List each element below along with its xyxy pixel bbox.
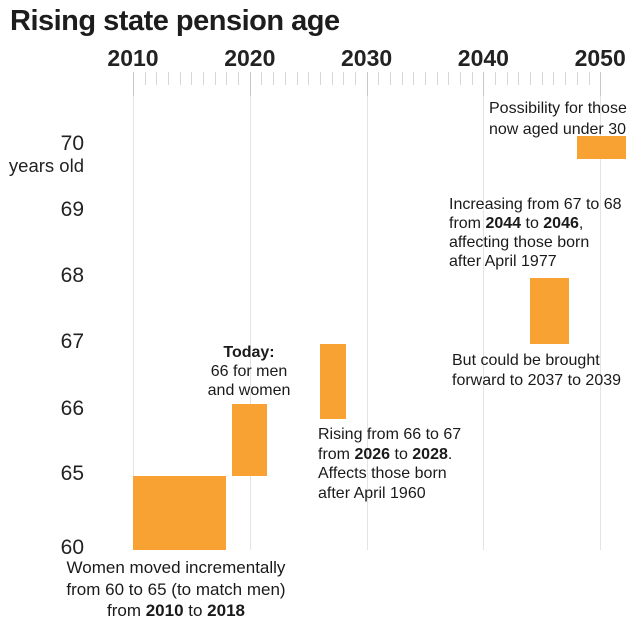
minor-tick-2025 (308, 72, 310, 85)
minor-tick-2013 (168, 72, 170, 85)
annotation-possibility-note-line-2: now aged under 30 (489, 121, 626, 138)
y-axis-label-60: 60 (60, 536, 84, 559)
minor-tick-2041 (495, 72, 497, 85)
annotation-forward-note: But could be brought forward to 2037 to 2… (452, 351, 621, 390)
annotation-women-note-line-1: Women moved incrementally (66, 558, 286, 577)
major-tick-2010 (133, 72, 134, 96)
annotation-women-note: Women moved incrementally from 60 to 65 (… (45, 557, 307, 622)
annotation-women-note-line-3: from 2010 to 2018 (106, 601, 245, 620)
bar-women-equalisation-60-65 (133, 476, 227, 550)
x-axis-label-2050: 2050 (574, 45, 626, 71)
minor-tick-2048 (576, 72, 578, 85)
y-axis-label-66: 66 (60, 396, 84, 420)
gridline-2020 (249, 72, 251, 550)
annotation-today-note-line-3: and women (207, 382, 291, 399)
y-axis-label-68: 68 (60, 263, 84, 287)
minor-tick-2045 (541, 72, 543, 85)
minor-tick-2028 (343, 72, 345, 85)
minor-tick-2049 (588, 72, 590, 85)
gridline-2030 (366, 72, 368, 550)
y-axis-title: years old (8, 155, 84, 176)
annotation-rise-68-note-line-4: after April 1977 (449, 253, 557, 270)
annotation-forward-note-line-2: forward to 2037 to 2039 (452, 371, 622, 389)
minor-tick-2038 (460, 72, 462, 85)
minor-tick-2026 (319, 72, 321, 85)
x-axis-label-2030: 2030 (341, 45, 393, 71)
minor-tick-2014 (179, 72, 181, 85)
minor-tick-2031 (378, 72, 380, 85)
annotation-forward-note-line-1: But could be brought (452, 352, 600, 369)
chart-title: Rising state pension age (10, 5, 340, 37)
minor-tick-2023 (284, 72, 286, 85)
y-axis-label-70: 70 (60, 132, 84, 155)
annotation-today-note-line-1: Today: (223, 344, 275, 361)
minor-tick-2033 (401, 72, 403, 85)
bar-rise-66-67 (319, 344, 346, 419)
minor-tick-2011 (144, 72, 146, 85)
minor-tick-2035 (425, 72, 426, 85)
y-axis-label-65: 65 (60, 462, 84, 485)
minor-tick-2019 (238, 72, 240, 85)
annotation-rise-68-note-line-3: affecting those born (449, 234, 590, 251)
gridline-2010 (133, 72, 134, 550)
minor-tick-2032 (389, 72, 391, 85)
minor-tick-2036 (436, 72, 438, 85)
annotation-today-note-line-2: 66 for men (210, 363, 288, 380)
annotation-rise-68-note-line-1: Increasing from 67 to 68 (449, 196, 622, 213)
annotation-rise-68-note: Increasing from 67 to 68 from 2044 to 204… (449, 195, 622, 271)
minor-tick-2018 (226, 72, 228, 85)
annotation-possibility-note-line-1: Possibility for those (489, 100, 627, 117)
major-tick-2020 (249, 72, 251, 96)
gridline-2050 (600, 72, 602, 550)
x-axis-label-2020: 2020 (224, 45, 276, 71)
annotation-rise-67-note-line-2: from 2026 to 2028. (318, 445, 453, 463)
bar-rise-67-68 (530, 277, 569, 344)
minor-tick-2042 (506, 72, 508, 85)
major-tick-2030 (366, 72, 368, 96)
gridline-2040 (483, 72, 485, 550)
minor-tick-2029 (354, 72, 356, 85)
bar-possible-rise-70 (576, 136, 626, 160)
minor-tick-2039 (471, 72, 473, 85)
major-tick-2050 (600, 72, 602, 96)
x-axis-label-2040: 2040 (457, 45, 509, 71)
minor-tick-2015 (191, 72, 193, 85)
annotation-rise-67-note-line-4: after April 1960 (318, 484, 426, 502)
minor-tick-2017 (214, 72, 216, 85)
minor-tick-2012 (156, 72, 158, 85)
minor-tick-2034 (413, 72, 415, 85)
minor-tick-2046 (553, 72, 555, 85)
minor-tick-2016 (203, 72, 205, 85)
annotation-rise-68-note-line-2: from 2044 to 2046, (449, 215, 584, 232)
minor-tick-2047 (565, 72, 567, 85)
bar-rise-65-66 (232, 403, 268, 476)
minor-tick-2044 (530, 72, 532, 85)
minor-tick-2021 (261, 72, 263, 85)
annotation-rise-67-note: Rising from 66 to 67 from 2026 to 2028. Af… (318, 425, 461, 503)
minor-tick-2024 (296, 72, 298, 85)
major-tick-2040 (483, 72, 485, 96)
annotation-rise-67-note-line-1: Rising from 66 to 67 (318, 426, 462, 443)
minor-tick-2022 (273, 72, 275, 85)
y-axis-label-67: 67 (60, 330, 84, 353)
minor-tick-2043 (518, 72, 520, 85)
minor-tick-2037 (448, 72, 450, 85)
minor-tick-2027 (331, 72, 333, 85)
x-axis-label-2010: 2010 (107, 45, 159, 71)
annotation-today-note: Today: 66 for men and women (169, 343, 329, 400)
annotation-rise-67-note-line-3: Affects those born (318, 465, 447, 482)
y-axis-label-69: 69 (60, 197, 84, 221)
annotation-possibility-note: Possibility for those now aged under 30 (489, 98, 627, 140)
annotation-women-note-line-2: from 60 to 65 (to match men) (66, 579, 286, 599)
